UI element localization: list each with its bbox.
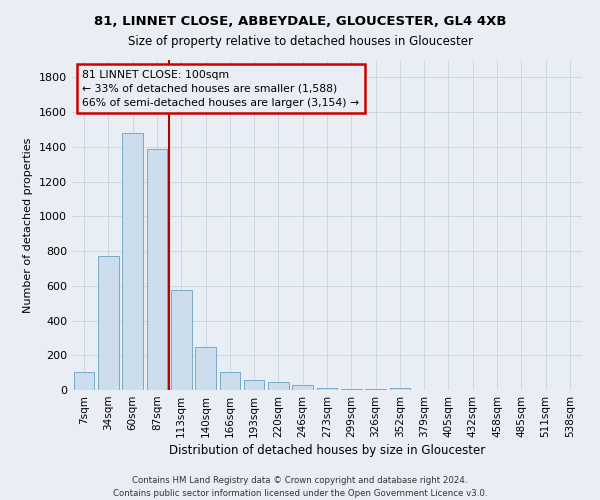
Bar (122, 133, 143, 390)
Text: 81, LINNET CLOSE, ABBEYDALE, GLOUCESTER, GL4 4XB: 81, LINNET CLOSE, ABBEYDALE, GLOUCESTER,… (94, 15, 506, 28)
Bar (98, 256, 119, 390)
Bar (389, 388, 410, 390)
Bar (317, 388, 337, 390)
Y-axis label: Number of detached properties: Number of detached properties (23, 138, 34, 312)
Bar (268, 382, 289, 390)
Bar (146, 148, 167, 390)
Text: Contains HM Land Registry data © Crown copyright and database right 2024.
Contai: Contains HM Land Registry data © Crown c… (113, 476, 487, 498)
Bar (220, 372, 240, 390)
Bar (292, 385, 313, 390)
Bar (195, 346, 216, 390)
X-axis label: Distribution of detached houses by size in Gloucester: Distribution of detached houses by size … (169, 444, 485, 457)
Bar (171, 290, 191, 390)
Text: 81 LINNET CLOSE: 100sqm
← 33% of detached houses are smaller (1,588)
66% of semi: 81 LINNET CLOSE: 100sqm ← 33% of detache… (82, 70, 359, 108)
Bar (341, 389, 362, 390)
Bar (244, 380, 265, 390)
Bar (74, 372, 94, 390)
Text: Size of property relative to detached houses in Gloucester: Size of property relative to detached ho… (128, 35, 473, 48)
